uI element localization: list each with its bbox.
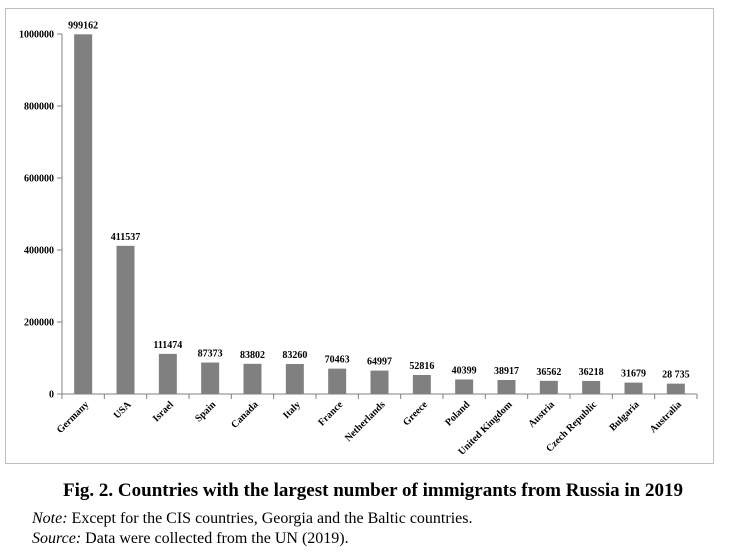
- data-label: 411537: [111, 232, 140, 243]
- source-text: Data were collected from the UN (2019).: [81, 530, 349, 547]
- category-label: Austria: [526, 399, 557, 430]
- category-label: Netherlands: [343, 399, 388, 444]
- data-label: 64997: [367, 357, 392, 368]
- category-label: Italy: [281, 399, 303, 421]
- y-tick-label: 600000: [24, 174, 54, 185]
- category-label: Greece: [401, 399, 430, 428]
- bar: [497, 379, 516, 394]
- data-label: 111474: [153, 340, 182, 351]
- category-label: Germany: [55, 399, 91, 435]
- figure-caption: Fig. 2. Countries with the largest numbe…: [63, 480, 683, 501]
- bar: [328, 368, 347, 394]
- data-label: 52816: [409, 361, 434, 372]
- category-label: Canada: [229, 399, 260, 430]
- bar: [158, 353, 177, 394]
- data-label: 38917: [494, 366, 519, 377]
- data-label: 31679: [621, 369, 646, 380]
- note-label: Note:: [32, 510, 68, 527]
- category-label: Poland: [443, 399, 472, 428]
- bar-chart: 0 200000 400000 600000 800000 1000000 999162 Ge…: [19, 20, 698, 458]
- y-tick-label: 800000: [24, 102, 54, 113]
- y-tick-label: 400000: [24, 246, 54, 257]
- category-label: Australia: [648, 399, 684, 435]
- bar: [370, 370, 389, 394]
- category-label: Israel: [151, 399, 176, 424]
- source-label: Source:: [32, 530, 82, 547]
- data-label: 83260: [282, 350, 307, 361]
- data-label: 36562: [536, 367, 561, 378]
- bar: [74, 34, 93, 394]
- chart-frame: [5, 8, 714, 464]
- data-label: 40399: [452, 365, 477, 376]
- bar: [243, 363, 262, 394]
- bar: [624, 382, 643, 394]
- data-label: 87373: [198, 349, 223, 360]
- y-tick-label: 1000000: [19, 30, 54, 41]
- bar: [455, 379, 474, 394]
- data-label: 28 735: [662, 370, 690, 381]
- category-label: Spain: [193, 399, 218, 424]
- data-label: 999162: [68, 20, 98, 31]
- note-text: Except for the CIS countries, Georgia an…: [67, 510, 473, 527]
- bar: [412, 374, 431, 394]
- data-label: 83802: [240, 350, 265, 361]
- figure-source: Source: Data were collected from the UN …: [32, 530, 349, 548]
- bar: [582, 380, 601, 394]
- bar: [116, 245, 135, 394]
- data-label: 70463: [325, 355, 350, 366]
- bar: [285, 364, 304, 394]
- y-tick-label: 200000: [24, 318, 54, 329]
- bar: [201, 362, 220, 394]
- figure-note: Note: Except for the CIS countries, Geor…: [32, 510, 472, 528]
- category-label: France: [316, 399, 345, 428]
- bar: [539, 380, 558, 394]
- category-label: USA: [112, 399, 134, 421]
- y-tick-label: 0: [49, 390, 54, 401]
- data-label: 36218: [579, 367, 604, 378]
- bar: [666, 383, 685, 394]
- category-label: Bulgaria: [608, 399, 642, 433]
